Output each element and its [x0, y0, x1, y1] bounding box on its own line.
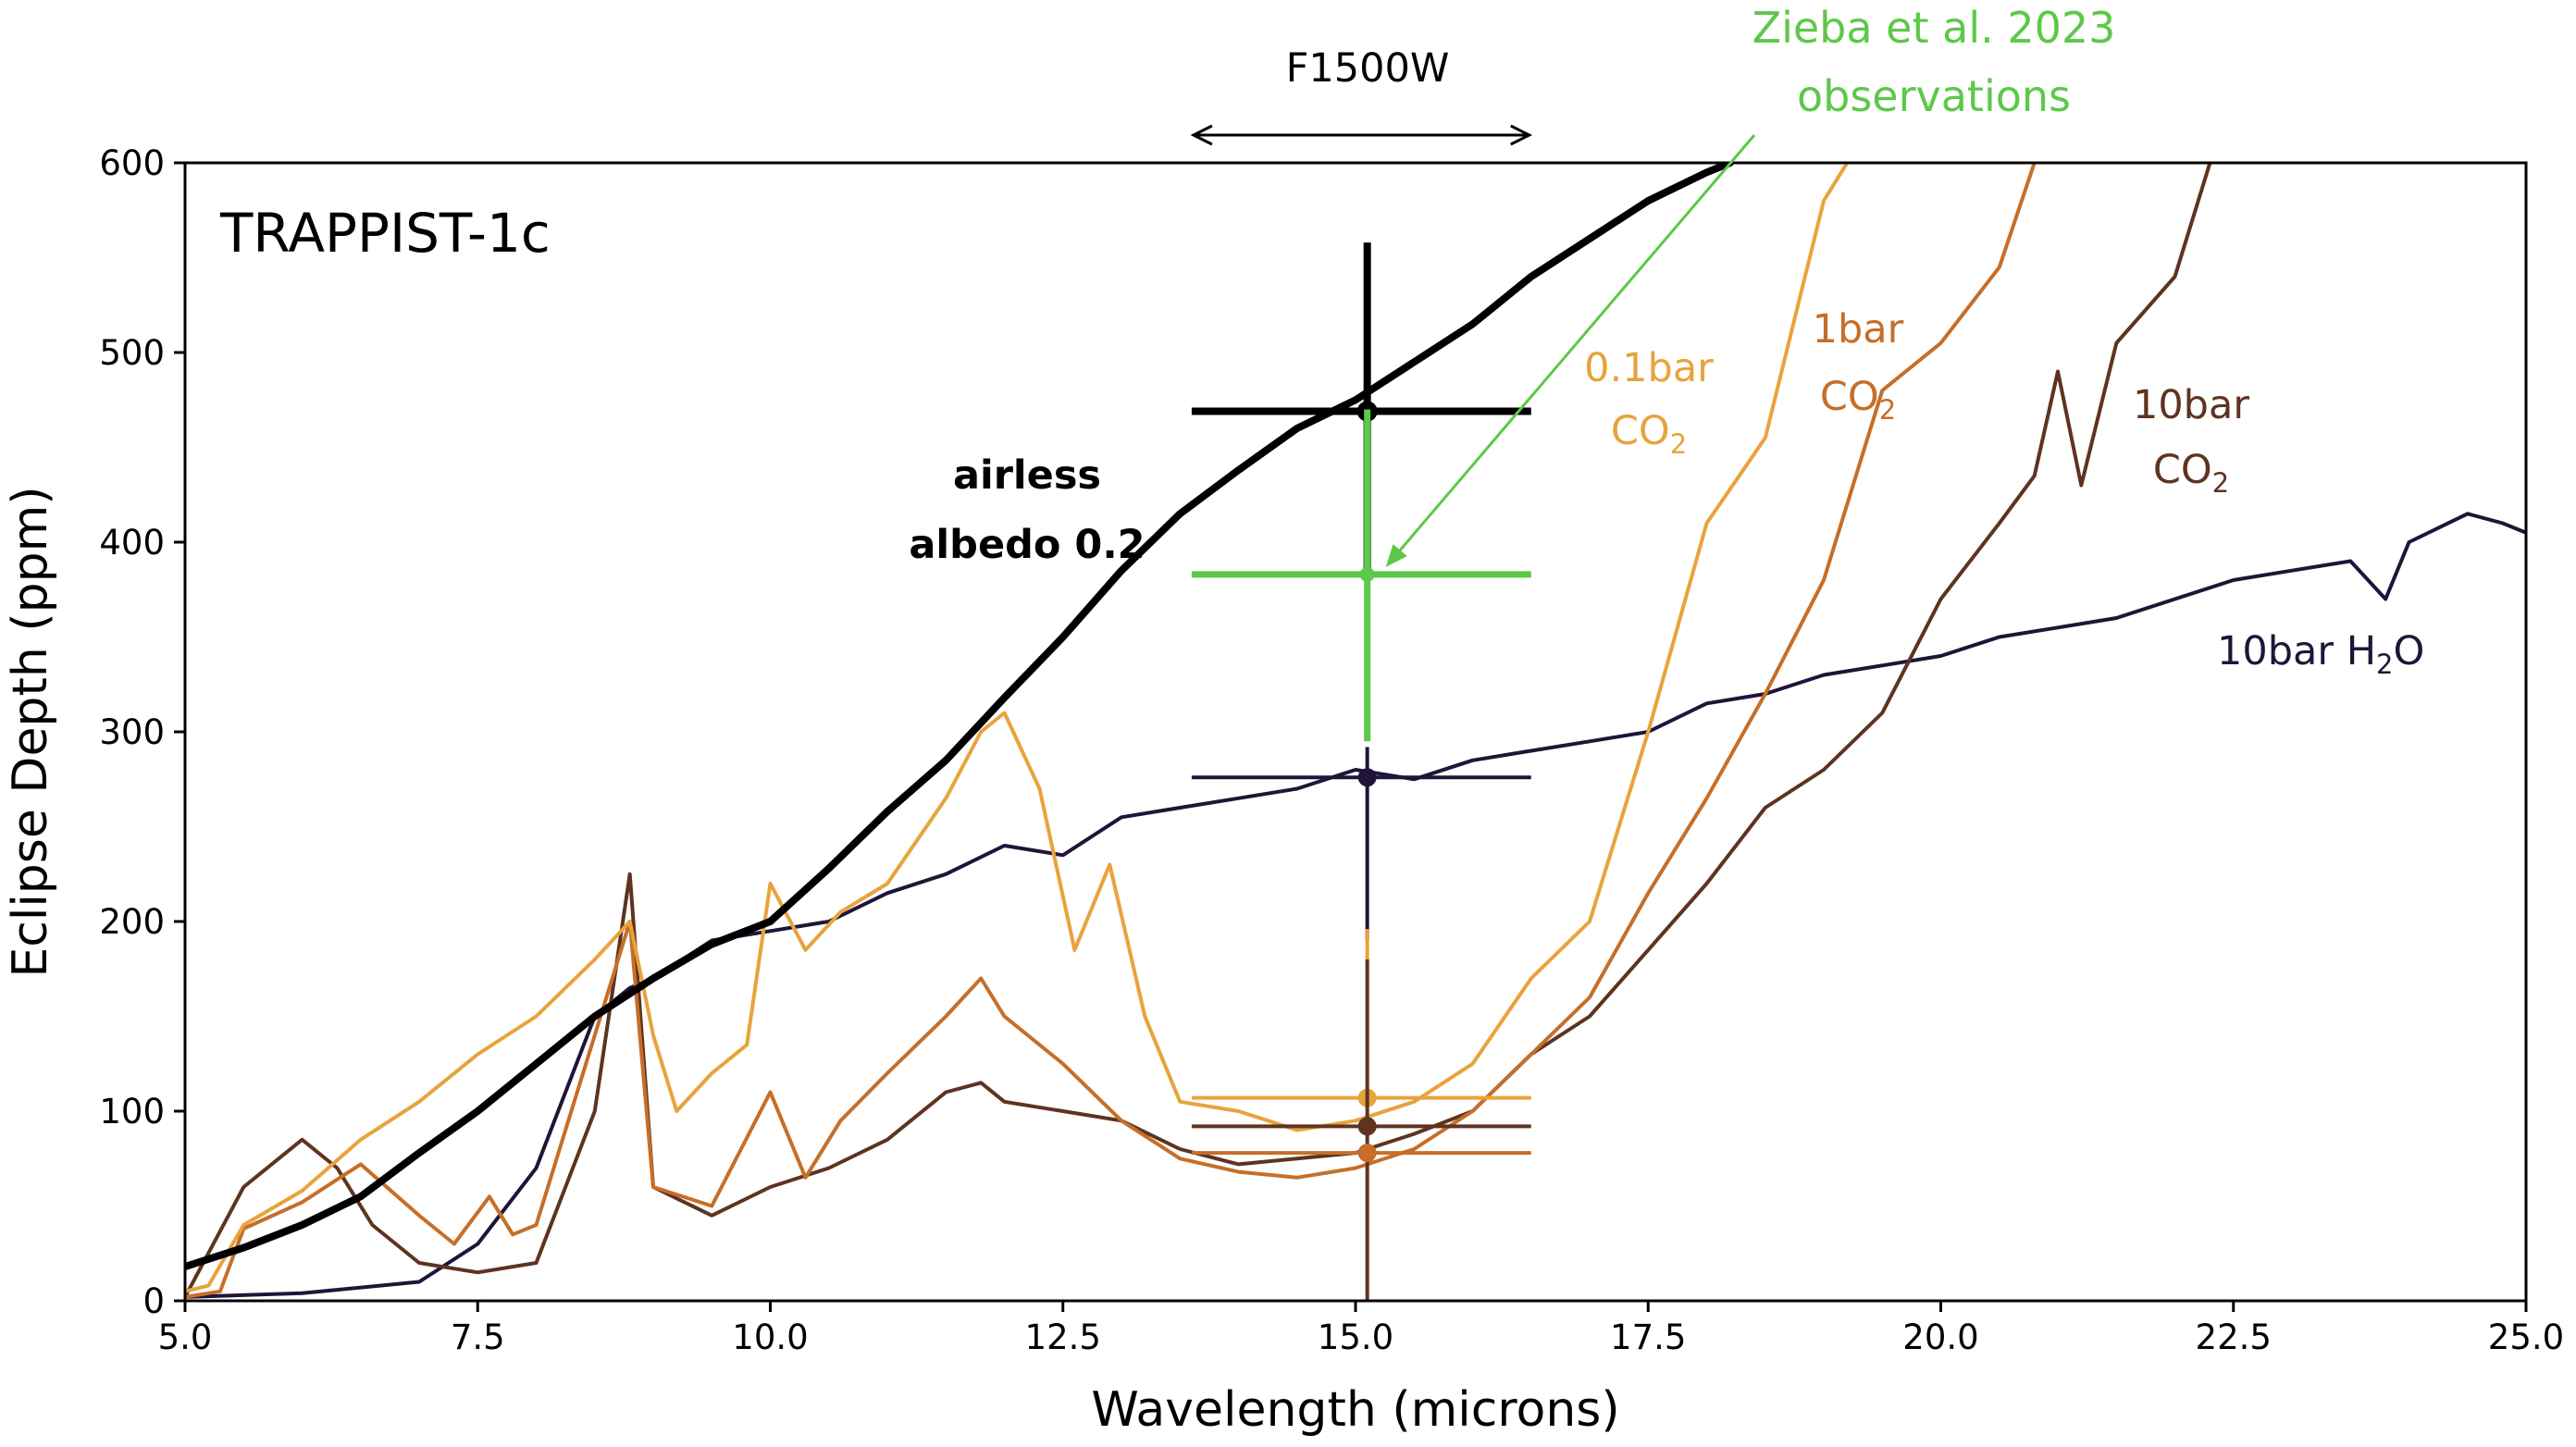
- co2-10bar-label-line2: CO2: [2153, 447, 2229, 499]
- y-tick-label: 100: [99, 1092, 165, 1132]
- co2-1bar-label-line1: 1bar: [1813, 306, 1904, 352]
- errorbar-co2-1bar: [1191, 1144, 1531, 1163]
- filter-arrow-head-left: [1190, 124, 1213, 146]
- y-tick-label: 500: [99, 333, 165, 373]
- observation-pointer-arrow: [1385, 134, 1756, 567]
- errorbar-h2o-10bar: [1191, 747, 1531, 941]
- y-tick-label: 600: [99, 143, 165, 183]
- x-axis-title: Wavelength (microns): [1091, 1382, 1619, 1438]
- co2-01bar-label-line1: 0.1bar: [1584, 345, 1714, 391]
- filter-label: F1500W: [1286, 45, 1450, 92]
- y-tick-label: 0: [142, 1281, 165, 1321]
- data-point-co2-1bar: [1357, 1144, 1377, 1163]
- x-tick-label: 5.0: [158, 1317, 213, 1357]
- errorbar-layer: [1191, 242, 1531, 1301]
- data-point-h2o-10bar: [1357, 768, 1377, 787]
- y-tick-label: 200: [99, 902, 165, 942]
- series-line-co2-1bar: [185, 163, 2037, 1299]
- x-tick-label: 10.0: [732, 1317, 808, 1357]
- series-layer: [185, 163, 2526, 1299]
- y-tick-label: 400: [99, 523, 165, 563]
- observation-pointer-head: [1385, 544, 1407, 567]
- y-tick-label: 300: [99, 712, 165, 752]
- tick-layer: 5.0 7.5 10.0 12.5 15.0 17.5 20.0 22.5 25.0 0 100 20…: [99, 143, 2564, 1357]
- h2o-10bar-label: 10bar H2O: [2217, 628, 2424, 680]
- series-line-co2-10bar: [185, 163, 2212, 1299]
- co2-01bar-label-line2: CO2: [1611, 408, 1687, 460]
- x-tick-label: 25.0: [2488, 1317, 2564, 1357]
- planet-label: TRAPPIST-1c: [219, 202, 551, 265]
- x-tick-label: 7.5: [451, 1317, 505, 1357]
- x-tick-label: 20.0: [1902, 1317, 1978, 1357]
- filter-arrow-head-right: [1510, 124, 1533, 146]
- series-line-airless: [185, 163, 1734, 1271]
- y-axis-title: Eclipse Depth (ppm): [3, 486, 58, 977]
- errorbar-co2-10bar: [1191, 959, 1531, 1301]
- data-point-observation: [1359, 566, 1375, 582]
- x-tick-label: 15.0: [1318, 1317, 1393, 1357]
- airless-label-line1: airless: [953, 452, 1101, 499]
- data-point-co2-10bar: [1357, 1117, 1377, 1136]
- x-tick-label: 17.5: [1610, 1317, 1686, 1357]
- x-tick-label: 12.5: [1025, 1317, 1101, 1357]
- observation-label-line2: observations: [1797, 71, 2071, 121]
- errorbar-observation: [1191, 409, 1531, 742]
- co2-10bar-label-line1: 10bar: [2133, 382, 2249, 428]
- series-line-co2-01bar: [185, 163, 1850, 1293]
- observation-pointer-shaft: [1399, 134, 1756, 551]
- co2-1bar-label-line2: CO2: [1820, 374, 1896, 426]
- x-tick-label: 22.5: [2196, 1317, 2272, 1357]
- airless-label-line2: albedo 0.2: [909, 522, 1145, 568]
- observation-label-line1: Zieba et al. 2023: [1752, 3, 2116, 53]
- filter-range-arrow: [1190, 124, 1533, 146]
